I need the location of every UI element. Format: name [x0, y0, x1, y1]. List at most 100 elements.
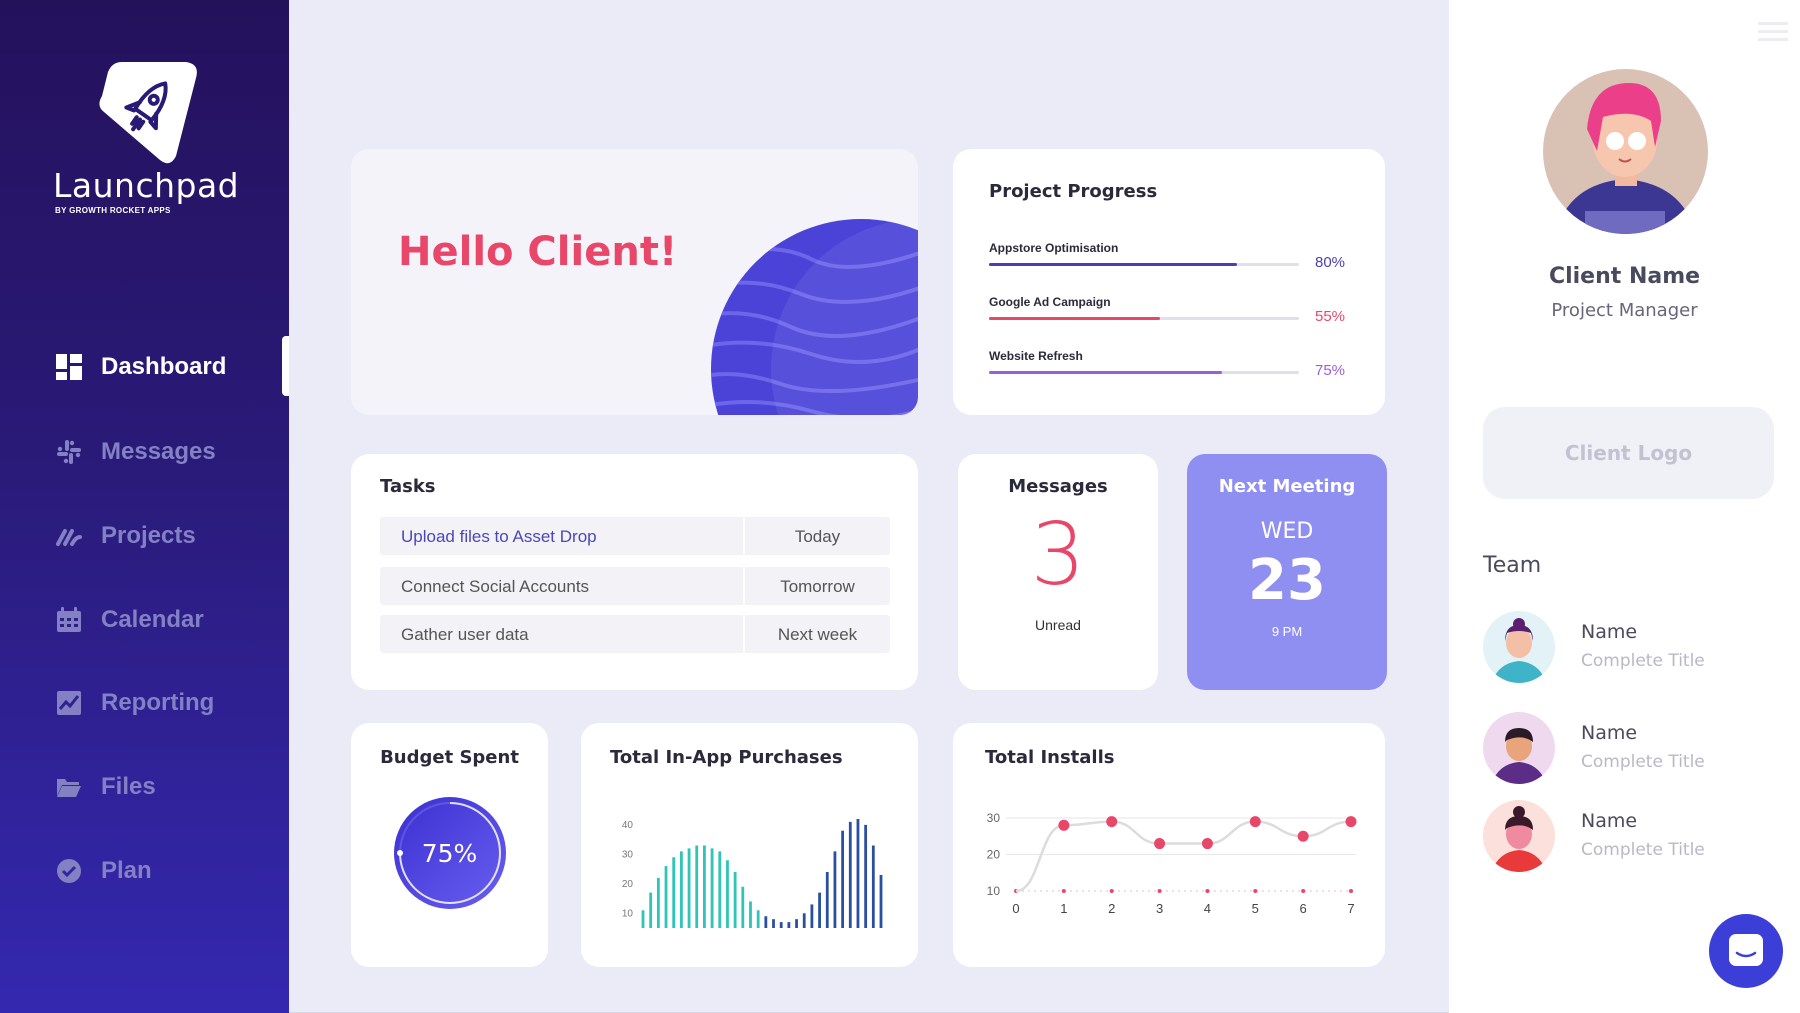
y-tick-label: 30: [622, 849, 634, 860]
x-tick-label: 4: [1204, 901, 1211, 916]
task-due: Tomorrow: [780, 577, 855, 596]
in-app-purchases-card: Total In-App Purchases 10 20 30 40: [581, 723, 918, 967]
meeting-day: WED: [1260, 519, 1314, 544]
messages-card[interactable]: Messages 3 Unread: [958, 454, 1158, 690]
brand-name: Launchpad: [53, 166, 240, 205]
unread-caption: Unread: [1035, 617, 1081, 633]
task-name: Upload files to Asset Drop: [401, 527, 597, 546]
next-meeting-card[interactable]: Next Meeting WED 23 9 PM: [1187, 454, 1387, 690]
tasks-title: Tasks: [380, 476, 436, 497]
team-member-title: Complete Title: [1581, 651, 1705, 671]
task-row[interactable]: Upload files to Asset Drop Today: [380, 517, 890, 555]
baseline-point: [1061, 889, 1066, 893]
sidebar-item-projects[interactable]: Projects: [55, 519, 196, 553]
avatar[interactable]: [1543, 69, 1708, 234]
check-circle-icon: [55, 857, 83, 885]
x-tick-label: 3: [1156, 901, 1163, 916]
progress-track: [989, 317, 1299, 320]
budget-value: 75%: [421, 838, 478, 868]
sidebar-item-label: Reporting: [101, 689, 215, 716]
progress-value: 75%: [1315, 362, 1346, 379]
team-title: Team: [1483, 553, 1542, 578]
task-name: Gather user data: [401, 625, 529, 644]
sidebar-item-label: Projects: [101, 522, 196, 549]
x-tick-label: 1: [1060, 901, 1067, 916]
budget-gauge: 75%: [393, 796, 507, 910]
avatar: [1483, 611, 1555, 683]
sidebar-item-label: Files: [101, 773, 156, 800]
installs-title: Total Installs: [985, 747, 1115, 768]
sidebar-item-calendar[interactable]: Calendar: [55, 603, 204, 637]
sidebar-item-plan[interactable]: Plan: [55, 854, 152, 888]
team-member-name: Name: [1581, 621, 1638, 643]
hamburger-menu-icon[interactable]: [1758, 22, 1788, 41]
project-progress-card: Project Progress Appstore Optimisation 8…: [953, 149, 1385, 415]
brand-tagline: BY GROWTH ROCKET APPS: [55, 206, 171, 215]
team-member-name: Name: [1581, 810, 1638, 832]
sidebar-item-messages[interactable]: Messages: [55, 435, 216, 469]
x-tick-label: 6: [1300, 901, 1307, 916]
progress-label: Appstore Optimisation: [989, 241, 1119, 255]
team-member-title: Complete Title: [1581, 752, 1705, 772]
progress-value: 80%: [1315, 254, 1346, 271]
data-point: [1106, 816, 1118, 828]
sidebar-item-dashboard[interactable]: Dashboard: [55, 350, 226, 384]
rocket-logo-icon: [99, 62, 197, 164]
progress-item: Appstore Optimisation 80%: [989, 241, 1349, 271]
y-tick-label: 20: [987, 848, 1001, 862]
task-due: Today: [794, 527, 841, 546]
x-tick-label: 2: [1108, 901, 1115, 916]
task-name: Connect Social Accounts: [401, 577, 590, 596]
progress-label: Google Ad Campaign: [989, 295, 1111, 309]
data-point: [1345, 816, 1357, 828]
meeting-time: 9 PM: [1271, 624, 1303, 639]
profile-name: Client Name: [1548, 264, 1701, 289]
client-logo-placeholder: Client Logo: [1483, 407, 1774, 499]
iap-bar-chart: 10 20 30 40: [622, 818, 883, 928]
sidebar-item-label: Dashboard: [101, 353, 227, 380]
progress-item: Google Ad Campaign 55%: [989, 295, 1349, 325]
gauge-arc: [398, 802, 501, 904]
data-point: [1154, 838, 1166, 850]
avatar: [1483, 800, 1555, 872]
progress-label: Website Refresh: [989, 349, 1083, 363]
budget-card: Budget Spent 75%: [351, 723, 548, 967]
welcome-card: Hello Client!: [351, 149, 918, 415]
profile-role: Project Manager: [1551, 300, 1698, 321]
y-tick-label: 10: [987, 884, 1001, 898]
chart-icon: [55, 689, 83, 717]
progress-fill: [989, 263, 1237, 266]
team-member[interactable]: Name Complete Title: [1483, 800, 1783, 872]
progress-item: Website Refresh 75%: [989, 349, 1349, 379]
team-member[interactable]: Name Complete Title: [1483, 712, 1783, 784]
chat-button[interactable]: [1709, 914, 1783, 988]
unread-count: 3: [1030, 505, 1086, 605]
sidebar-item-files[interactable]: Files: [55, 770, 156, 804]
tasks-card: Tasks Upload files to Asset Drop Today C…: [351, 454, 918, 690]
profile-panel: Client Name Project Manager Client Logo …: [1449, 0, 1800, 1013]
baseline-point: [1205, 889, 1210, 893]
y-tick-label: 30: [987, 811, 1001, 825]
y-tick-label: 40: [622, 820, 634, 831]
progress-fill: [989, 371, 1222, 374]
chat-icon: [1729, 934, 1763, 966]
data-point: [1249, 816, 1261, 828]
team-member-title: Complete Title: [1581, 840, 1705, 860]
data-point: [1058, 819, 1070, 831]
folder-icon: [55, 773, 83, 801]
sidebar-item-label: Messages: [101, 438, 216, 465]
task-row[interactable]: Gather user data Next week: [380, 615, 890, 653]
sidebar-item-label: Plan: [101, 857, 152, 884]
task-divider: [743, 567, 745, 605]
sidebar-item-reporting[interactable]: Reporting: [55, 686, 214, 720]
calendar-icon: [55, 606, 83, 634]
planet-illustration: [711, 219, 918, 415]
dashboard-icon: [55, 353, 83, 381]
installs-line-chart: 10 20 30 0 1 2 3 4 5 6 7: [987, 811, 1357, 916]
baseline-point: [1349, 889, 1353, 893]
team-member[interactable]: Name Complete Title: [1483, 611, 1783, 683]
y-tick-label: 20: [622, 879, 634, 890]
task-due: Next week: [777, 625, 858, 644]
task-row[interactable]: Connect Social Accounts Tomorrow: [380, 567, 890, 605]
progress-title: Project Progress: [989, 181, 1158, 202]
